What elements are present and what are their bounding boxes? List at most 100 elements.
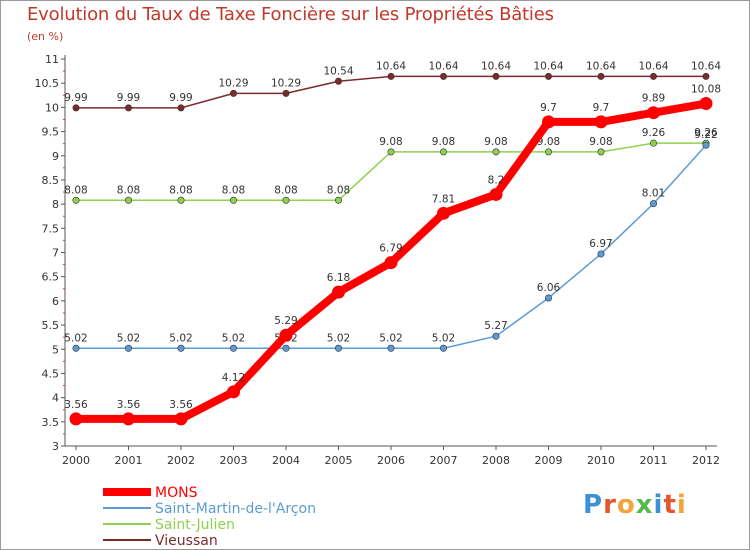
data-point bbox=[492, 332, 500, 340]
data-label: 4.12 bbox=[222, 372, 245, 384]
y-tick-label: 3.5 bbox=[42, 416, 60, 429]
data-point bbox=[597, 72, 605, 80]
data-point bbox=[544, 148, 552, 156]
data-point bbox=[649, 139, 657, 147]
data-point bbox=[387, 344, 395, 352]
data-point bbox=[542, 115, 555, 129]
data-label: 9.7 bbox=[540, 102, 557, 114]
data-label: 3.56 bbox=[117, 399, 141, 411]
data-label: 9.08 bbox=[432, 136, 455, 148]
x-tick-label: 2004 bbox=[272, 454, 300, 467]
data-point bbox=[384, 256, 398, 270]
data-point bbox=[489, 187, 503, 201]
data-point bbox=[702, 141, 710, 149]
data-label: 9.7 bbox=[593, 102, 610, 114]
y-tick-label: 6 bbox=[52, 295, 59, 308]
x-tick-label: 2002 bbox=[167, 454, 195, 467]
data-label: 9.08 bbox=[379, 136, 402, 148]
legend-label: MONS bbox=[155, 485, 198, 501]
legend-label: Vieussan bbox=[155, 533, 218, 549]
data-label: 10.54 bbox=[323, 65, 353, 77]
data-point bbox=[699, 97, 713, 111]
data-point bbox=[174, 412, 188, 426]
series-layer: 9.99 9.99 9.99 10.29 10.29 10.54 10.64 10.64 10.… bbox=[64, 60, 721, 426]
chart-subtitle: (en %) bbox=[27, 30, 64, 43]
y-tick-label: 7 bbox=[52, 247, 59, 260]
data-label: 6.97 bbox=[589, 238, 612, 250]
y-tick-label: 8.5 bbox=[42, 174, 60, 187]
legend-label: Saint-Julien bbox=[155, 517, 235, 533]
x-tick-label: 2005 bbox=[325, 454, 353, 467]
x-tick-label: 2007 bbox=[430, 454, 458, 467]
data-point bbox=[334, 77, 342, 85]
data-label: 9.26 bbox=[642, 127, 666, 139]
x-tick-label: 2003 bbox=[220, 454, 248, 467]
proxiti-logo: Proxiti bbox=[583, 490, 687, 520]
data-point bbox=[282, 89, 290, 97]
data-label: 8.08 bbox=[64, 184, 87, 196]
data-label: 8.08 bbox=[169, 184, 192, 196]
data-point bbox=[544, 72, 552, 80]
data-label: 5.02 bbox=[432, 332, 455, 344]
data-label: 8.08 bbox=[222, 184, 245, 196]
data-point bbox=[282, 344, 290, 352]
data-point bbox=[177, 196, 185, 204]
data-label: 5.02 bbox=[169, 332, 192, 344]
data-point bbox=[279, 328, 293, 342]
data-point bbox=[492, 148, 500, 156]
series-mons: 3.56 3.56 3.56 4.12 5.29 6.18 6.79 7.81 8.2 9.7 9.… bbox=[64, 84, 721, 426]
data-point bbox=[647, 106, 660, 120]
data-label: 3.56 bbox=[169, 399, 193, 411]
data-point bbox=[702, 72, 710, 80]
data-label: 10.08 bbox=[691, 84, 721, 96]
y-tick-label: 4.5 bbox=[42, 367, 60, 380]
series-vieussan: 9.99 9.99 9.99 10.29 10.29 10.54 10.64 10.64 10.… bbox=[64, 60, 721, 112]
data-label: 10.64 bbox=[533, 60, 563, 72]
data-label: 5.02 bbox=[327, 332, 350, 344]
data-label: 5.02 bbox=[222, 332, 245, 344]
series-saint-julien: 8.08 8.08 8.08 8.08 8.08 8.08 9.08 9.08 9.08 9.08… bbox=[64, 127, 718, 204]
data-label: 9.08 bbox=[589, 136, 612, 148]
data-point bbox=[334, 196, 342, 204]
data-point bbox=[492, 72, 500, 80]
data-label: 5.02 bbox=[379, 332, 402, 344]
data-point bbox=[439, 72, 447, 80]
data-point bbox=[282, 196, 290, 204]
data-label: 5.27 bbox=[484, 320, 507, 332]
data-point bbox=[439, 148, 447, 156]
data-point bbox=[544, 294, 552, 302]
x-tick-label: 2000 bbox=[62, 454, 90, 467]
data-point bbox=[230, 89, 238, 97]
data-point bbox=[72, 196, 80, 204]
data-label: 9.99 bbox=[64, 92, 87, 104]
data-label: 9.99 bbox=[117, 92, 140, 104]
data-label: 10.64 bbox=[586, 60, 616, 72]
data-point bbox=[125, 196, 133, 204]
chart-legend: MONSSaint-Martin-de-l'ArçonSaint-JulienV… bbox=[103, 485, 316, 549]
y-tick-label: 9 bbox=[52, 150, 59, 163]
data-label: 10.64 bbox=[481, 60, 511, 72]
y-tick-label: 8 bbox=[52, 198, 59, 211]
x-tick-label: 2001 bbox=[115, 454, 143, 467]
data-point bbox=[177, 104, 185, 112]
data-point bbox=[649, 200, 657, 208]
data-point bbox=[387, 148, 395, 156]
data-label: 8.2 bbox=[488, 174, 505, 186]
x-tick-label: 2011 bbox=[640, 454, 668, 467]
data-label: 6.79 bbox=[379, 243, 402, 255]
data-label: 10.64 bbox=[376, 60, 406, 72]
y-tick-label: 11 bbox=[45, 53, 59, 66]
x-tick-label: 2006 bbox=[377, 454, 405, 467]
y-tick-label: 4 bbox=[52, 392, 59, 405]
data-point bbox=[72, 104, 80, 112]
data-label: 6.06 bbox=[537, 282, 561, 294]
data-label: 10.64 bbox=[691, 60, 721, 72]
data-label: 9.26 bbox=[694, 127, 718, 139]
data-label: 6.18 bbox=[327, 272, 350, 284]
data-point bbox=[334, 344, 342, 352]
data-point bbox=[69, 412, 83, 426]
data-label: 9.89 bbox=[642, 93, 665, 105]
data-label: 8.08 bbox=[327, 184, 350, 196]
data-label: 9.99 bbox=[169, 92, 192, 104]
